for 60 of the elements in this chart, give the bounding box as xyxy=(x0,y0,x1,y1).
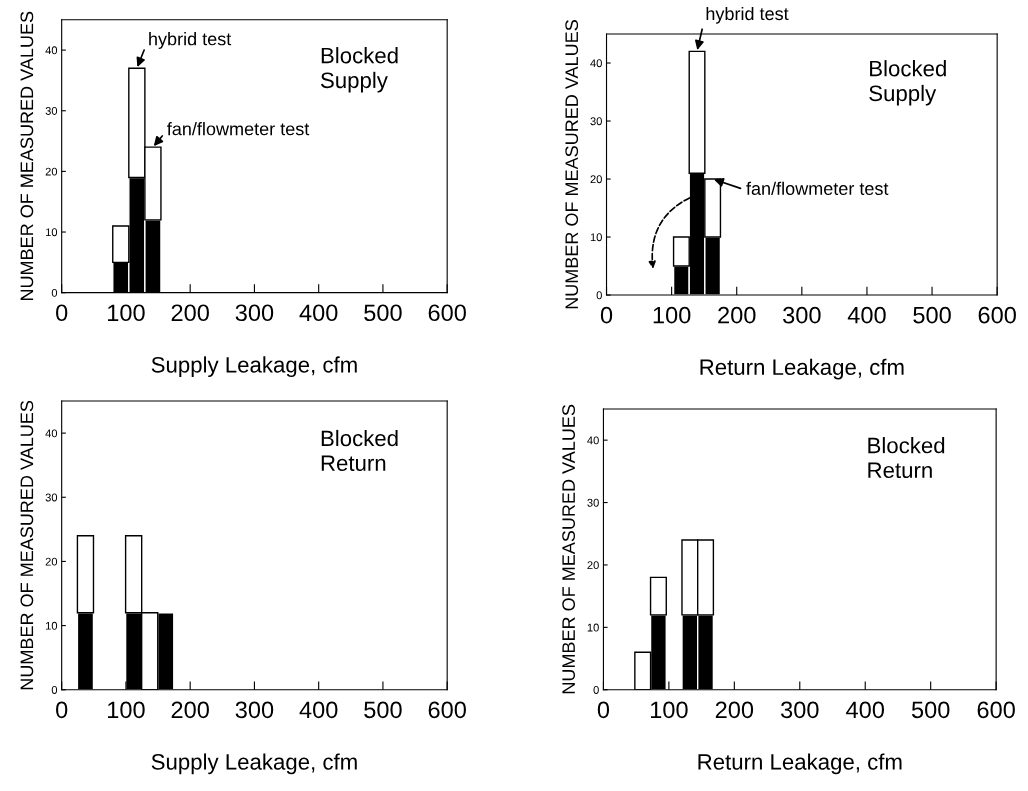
x-tick-label: 500 xyxy=(913,306,951,324)
y-tick-label: 20 xyxy=(587,561,599,570)
y-axis-title: NUMBER OF MEASURED VALUES xyxy=(562,404,576,694)
x-tick-label: 600 xyxy=(978,306,1016,324)
x-axis-title: Return Leakage, cfm xyxy=(700,358,904,380)
x-tick-label: 100 xyxy=(653,306,691,324)
x-tick-label: 200 xyxy=(718,306,756,324)
x-tick-label: 200 xyxy=(715,701,754,719)
y-tick-label: 40 xyxy=(590,59,602,68)
y-tick-label: 10 xyxy=(46,228,58,237)
x-tick-label: 100 xyxy=(650,701,688,719)
x-tick-label: 500 xyxy=(364,701,402,719)
x-tick-label: 300 xyxy=(783,306,821,324)
y-tick-label: 0 xyxy=(593,686,599,694)
y-tick-label: 0 xyxy=(596,291,602,300)
x-axis-title: Supply Leakage, cfm xyxy=(151,356,357,378)
y-tick-label: 40 xyxy=(45,46,58,55)
x-tick-label: 500 xyxy=(364,304,402,322)
x-tick-label: 100 xyxy=(108,701,145,719)
annotation: Blocked Return xyxy=(321,429,398,471)
annotation: hybrid test xyxy=(149,32,232,49)
x-axis-title: Supply Leakage, cfm xyxy=(151,753,357,775)
x-tick-label: 200 xyxy=(171,701,209,719)
x-tick-label: 200 xyxy=(171,304,209,322)
y-tick-label: 0 xyxy=(51,288,58,297)
annotation: hybrid test xyxy=(706,6,789,24)
x-tick-label: 300 xyxy=(235,304,274,322)
x-tick-label: 400 xyxy=(299,304,338,322)
x-tick-label: 600 xyxy=(428,304,466,322)
y-tick-label: 30 xyxy=(45,493,58,502)
x-tick-label: 400 xyxy=(847,306,886,324)
x-tick-label: 300 xyxy=(235,701,274,719)
y-tick-label: 30 xyxy=(590,117,602,126)
annotation: Blocked Return xyxy=(868,437,945,479)
y-tick-label: 30 xyxy=(45,107,58,115)
x-tick-label: 300 xyxy=(780,701,819,719)
x-tick-label: 100 xyxy=(108,304,145,322)
x-tick-label: 400 xyxy=(846,701,885,719)
annotation: Blocked Supply xyxy=(320,47,398,93)
x-axis-title: Return Leakage, cfm xyxy=(698,753,902,775)
y-tick-label: 40 xyxy=(587,436,599,445)
annotation: fan/flowmeter test xyxy=(167,122,310,136)
y-tick-label: 40 xyxy=(45,429,58,438)
y-axis-title: NUMBER OF MEASURED VALUES xyxy=(20,400,34,690)
y-tick-label: 10 xyxy=(46,621,58,630)
y-tick-label: 0 xyxy=(51,686,58,694)
y-tick-label: 30 xyxy=(587,498,599,507)
y-tick-label: 20 xyxy=(45,167,58,176)
y-axis-title: NUMBER OF MEASURED VALUES xyxy=(20,11,34,301)
x-tick-label: 500 xyxy=(911,701,950,719)
x-tick-label: 600 xyxy=(977,701,1015,719)
y-axis-title: NUMBER OF MEASURED VALUES xyxy=(565,20,579,309)
annotation: fan/flowmeter test xyxy=(746,181,889,195)
x-tick-label: 400 xyxy=(299,701,338,719)
annotation: Blocked Supply xyxy=(869,60,946,106)
y-tick-label: 20 xyxy=(45,557,58,566)
y-tick-label: 10 xyxy=(587,623,599,632)
y-tick-label: 10 xyxy=(590,233,602,242)
x-tick-label: 600 xyxy=(428,701,466,719)
y-tick-label: 20 xyxy=(590,175,602,184)
